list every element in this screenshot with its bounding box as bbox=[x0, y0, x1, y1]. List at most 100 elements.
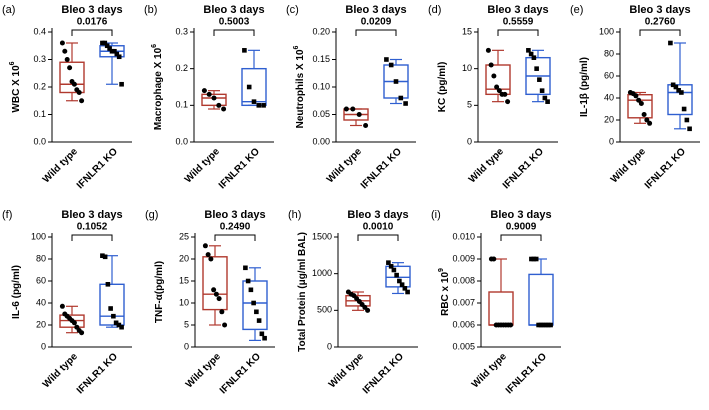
panel: (i) Bleo 3 days RBC x 109 0.005 0.006 0.007 0.… bbox=[431, 209, 561, 396]
p-value: 0.5003 bbox=[219, 17, 250, 28]
data-point bbox=[488, 62, 494, 68]
panel: (e) Bleo 3 days IL-1β (pg/ml) 0 20 40 60 80 100 W… bbox=[570, 4, 700, 191]
data-point bbox=[262, 335, 267, 341]
data-point bbox=[222, 322, 228, 328]
box bbox=[488, 291, 514, 326]
y-tick-label: 10 bbox=[462, 63, 472, 73]
panel-label: (i) bbox=[431, 209, 441, 221]
x-tick-label: Wild type bbox=[184, 351, 223, 390]
box bbox=[241, 67, 267, 107]
y-tick-label: 0.2 bbox=[175, 63, 188, 73]
data-point bbox=[208, 256, 214, 262]
data-point bbox=[548, 322, 553, 328]
data-point bbox=[205, 252, 211, 258]
y-tick-label: 0.10 bbox=[312, 81, 330, 91]
data-point bbox=[633, 93, 639, 99]
data-point bbox=[644, 117, 650, 123]
y-axis-label-text: RBC x 10 bbox=[440, 272, 451, 316]
data-point bbox=[505, 99, 511, 105]
data-point bbox=[491, 256, 497, 262]
data-point bbox=[638, 101, 644, 106]
x-tick-label: Wild type bbox=[183, 146, 222, 185]
data-point bbox=[254, 309, 259, 315]
data-point bbox=[245, 278, 251, 284]
data-point bbox=[363, 123, 369, 128]
panel: (a) Bleo 3 days WBC X 106 0.0 0.1 0.2 0.3 0.4 Wi… bbox=[2, 4, 132, 191]
y-tick-label: 25 bbox=[179, 231, 189, 241]
data-point bbox=[109, 48, 115, 54]
p-value: 0.0176 bbox=[77, 17, 108, 28]
y-tick-label: 100 bbox=[31, 231, 46, 241]
data-point bbox=[641, 112, 647, 117]
data-point bbox=[213, 291, 219, 297]
y-axis-label: Macrophage X 106 bbox=[151, 44, 163, 130]
data-point bbox=[201, 88, 207, 94]
data-point bbox=[104, 43, 110, 49]
y-axis-label-text: Neutrophils X 10 bbox=[295, 49, 306, 128]
data-point bbox=[494, 84, 500, 90]
data-point bbox=[119, 324, 124, 330]
x-tick-label: IFNLR1 KO bbox=[361, 351, 406, 396]
y-axis-label: KC (pg/ml) bbox=[437, 62, 448, 113]
y-axis-label-exponent: 6 bbox=[9, 61, 16, 65]
box bbox=[202, 256, 228, 311]
data-point bbox=[531, 256, 537, 262]
data-point bbox=[242, 48, 247, 53]
data-point bbox=[107, 46, 112, 51]
chart-title: Bleo 3 days bbox=[629, 4, 690, 16]
data-point bbox=[256, 318, 262, 323]
box bbox=[667, 84, 693, 116]
data-point bbox=[673, 84, 679, 90]
data-point bbox=[114, 51, 120, 57]
data-point bbox=[102, 254, 108, 260]
box bbox=[385, 265, 411, 288]
p-value: 0.2490 bbox=[220, 222, 251, 233]
data-point bbox=[119, 81, 124, 87]
y-tick-label: 0.05 bbox=[312, 109, 330, 119]
y-tick-label: 0.15 bbox=[312, 54, 330, 64]
x-tick-label: IFNLR1 KO bbox=[217, 146, 262, 191]
y-tick-label: 80 bbox=[36, 253, 46, 263]
data-point bbox=[102, 40, 108, 46]
data-point bbox=[388, 62, 394, 68]
data-point bbox=[397, 278, 402, 284]
y-axis-label-exponent: 6 bbox=[293, 46, 300, 50]
y-tick-label: 0.3 bbox=[33, 54, 46, 64]
p-value: 0.9009 bbox=[506, 222, 537, 233]
data-point bbox=[111, 313, 116, 319]
x-tick-label: IFNLR1 KO bbox=[501, 146, 546, 191]
data-point bbox=[79, 98, 85, 104]
significance-bracket bbox=[355, 29, 397, 36]
data-point bbox=[542, 95, 548, 101]
data-point bbox=[534, 66, 539, 71]
y-axis-label-exponent: 6 bbox=[151, 44, 158, 48]
y-axis-label: RBC x 109 bbox=[438, 268, 450, 316]
y-tick-label: 0 bbox=[467, 136, 472, 146]
y-tick-label: 0.010 bbox=[452, 231, 475, 241]
x-tick-label: Wild type bbox=[325, 146, 364, 185]
data-point bbox=[79, 330, 85, 336]
y-tick-label: 40 bbox=[36, 297, 46, 307]
y-tick-label: 60 bbox=[36, 275, 46, 285]
data-point bbox=[394, 272, 399, 278]
data-point bbox=[365, 307, 371, 313]
data-point bbox=[508, 322, 514, 328]
data-point bbox=[216, 296, 222, 302]
y-axis-label-text: IL-6 (pg/ml) bbox=[11, 265, 22, 319]
data-point bbox=[67, 65, 73, 71]
data-point bbox=[687, 126, 692, 132]
data-point bbox=[539, 88, 545, 93]
data-point bbox=[386, 260, 391, 265]
significance-bracket bbox=[213, 29, 255, 36]
significance-bracket bbox=[497, 29, 539, 36]
box bbox=[99, 283, 125, 326]
x-tick-label: IFNLR1 KO bbox=[504, 351, 549, 396]
p-value: 0.0209 bbox=[361, 17, 392, 28]
data-point bbox=[219, 309, 225, 315]
data-point bbox=[356, 112, 362, 117]
panel-label: (g) bbox=[145, 209, 158, 221]
data-point bbox=[350, 106, 356, 112]
data-point bbox=[64, 57, 70, 62]
data-point bbox=[399, 282, 405, 287]
